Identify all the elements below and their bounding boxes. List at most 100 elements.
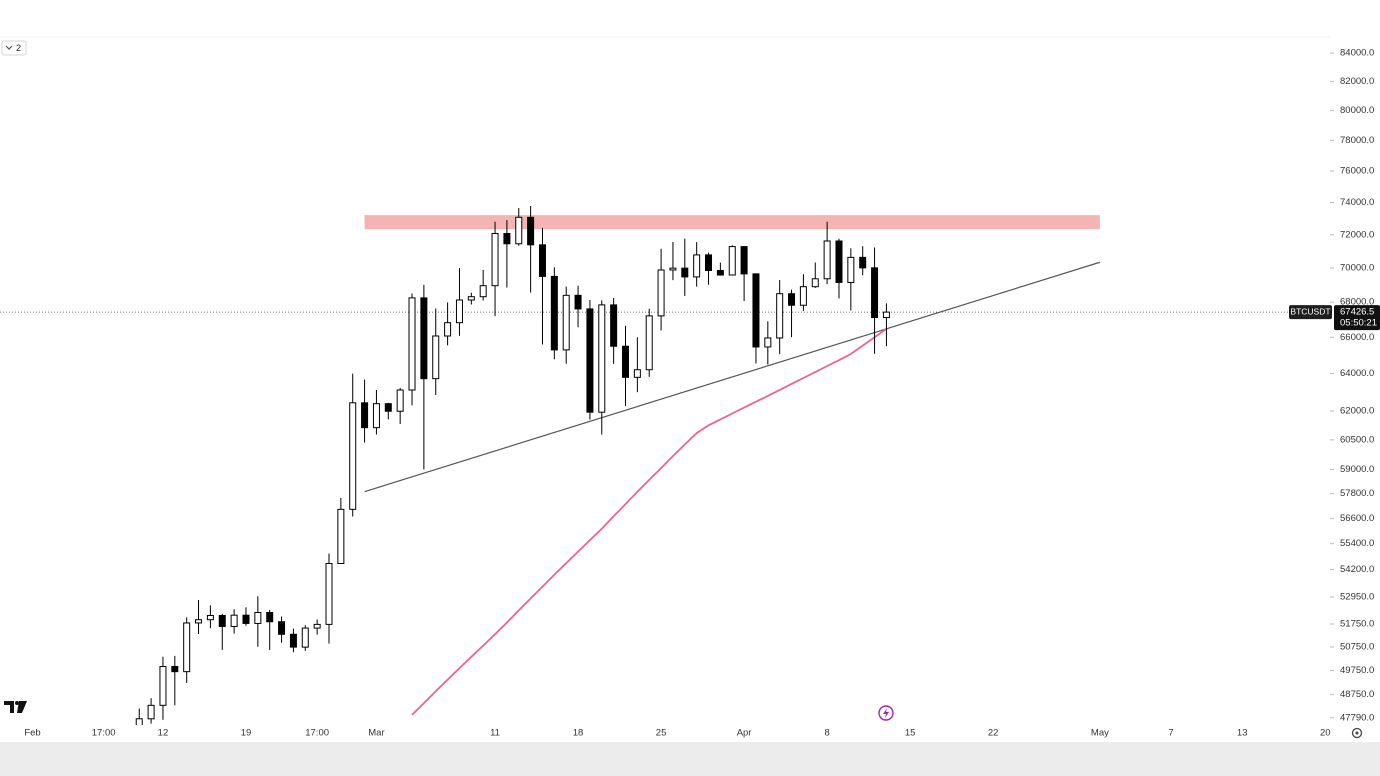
candle-body — [515, 216, 523, 245]
candle-body — [681, 267, 689, 278]
candle-body — [622, 345, 629, 378]
plot — [0, 206, 1330, 725]
candle-body — [337, 508, 345, 564]
y-tick-label: 76000.0 — [1340, 166, 1374, 177]
y-tick-label: 51750.0 — [1340, 619, 1374, 630]
candle-body — [479, 285, 487, 298]
candle-body — [633, 369, 641, 378]
y-tick-label: 72000.0 — [1340, 229, 1374, 240]
price-axis: 84000.0 82000.0 80000.0 78000.0 76000.0 74000… — [1330, 48, 1374, 723]
candle-body — [669, 267, 677, 271]
candle-body — [135, 718, 143, 725]
candle-body — [823, 240, 831, 280]
candle-body — [183, 622, 191, 673]
x-tick-label: 12 — [158, 728, 169, 739]
candle-body — [657, 269, 665, 317]
candle-body — [147, 704, 155, 720]
gear-center — [1355, 731, 1359, 735]
alert-icon[interactable] — [878, 705, 894, 721]
candle-body — [266, 611, 274, 623]
candle-body — [384, 403, 392, 412]
candle-body — [206, 615, 214, 621]
candle-body — [278, 621, 286, 635]
y-tick-label: 78000.0 — [1340, 135, 1374, 146]
x-tick-label: 17:00 — [92, 728, 116, 739]
y-tick-label: 70000.0 — [1340, 262, 1374, 273]
candle-body — [396, 389, 404, 412]
candle-body — [325, 562, 333, 625]
candle-body — [598, 304, 606, 413]
chevron — [5, 45, 13, 50]
logo-part — [17, 701, 27, 713]
candle-body — [159, 666, 167, 706]
y-tick-label: 80000.0 — [1340, 105, 1374, 116]
candle-body — [242, 614, 250, 624]
candle-body — [788, 293, 796, 306]
candle-body — [289, 633, 297, 648]
countdown-label: 05:50:21 — [1340, 318, 1377, 329]
indicator-toggle[interactable]: 2 — [1, 40, 27, 56]
candle-body — [610, 304, 618, 347]
candle-body — [716, 269, 724, 276]
candle-body — [847, 256, 855, 283]
alert-circle[interactable] — [878, 705, 894, 721]
candle-body — [432, 335, 440, 380]
x-tick-label: Apr — [737, 728, 752, 739]
candle-body — [776, 293, 784, 339]
gear[interactable] — [1351, 727, 1363, 739]
candle-body — [882, 311, 890, 319]
x-tick-label: 17:00 — [305, 728, 329, 739]
candle-body — [444, 322, 452, 337]
candle-body — [408, 297, 416, 391]
candle-body — [728, 246, 736, 276]
y-tick-label: 59000.0 — [1340, 464, 1374, 475]
candle-body — [645, 315, 653, 371]
candle-body — [254, 611, 262, 624]
x-tick-label: 15 — [905, 728, 916, 739]
x-tick-label: 11 — [490, 728, 500, 739]
x-tick-label: Mar — [368, 728, 384, 739]
candle-body — [586, 308, 594, 413]
candle-body — [218, 615, 226, 627]
candle-body — [195, 619, 203, 624]
symbol-tag — [1289, 305, 1332, 320]
candle-body — [550, 275, 558, 351]
alert-bolt — [883, 708, 889, 718]
x-tick-label: 19 — [241, 728, 252, 739]
y-tick-label: 57800.0 — [1340, 488, 1374, 499]
x-tick-label: 8 — [824, 728, 829, 739]
candle-body — [455, 299, 463, 324]
candle-body — [811, 278, 819, 288]
x-tick-label: 7 — [1168, 728, 1173, 739]
settings-icon[interactable] — [1351, 727, 1363, 739]
candle-body — [871, 267, 879, 319]
candle-body — [799, 286, 807, 306]
trend-line — [364, 261, 1101, 493]
y-tick-label: 62000.0 — [1340, 406, 1374, 417]
y-tick-label: 68000.0 — [1340, 297, 1374, 308]
candle-body — [491, 232, 499, 287]
y-tick-label: 49750.0 — [1340, 665, 1374, 676]
x-tick-label: 18 — [573, 728, 584, 739]
x-tick-label: 22 — [988, 728, 999, 739]
last-price-label: 67426.5 — [1340, 307, 1374, 318]
y-tick-label: 82000.0 — [1340, 76, 1374, 87]
candle-body — [562, 294, 570, 351]
moving-average — [411, 328, 887, 716]
price-tag — [1334, 305, 1380, 331]
candle-body — [467, 296, 475, 301]
candle-body — [538, 244, 546, 277]
x-tick-label: May — [1091, 728, 1109, 739]
y-tick-label: 60500.0 — [1340, 434, 1374, 445]
candle-body — [705, 254, 713, 271]
x-tick-label: Feb — [24, 728, 40, 739]
candle-body — [764, 337, 772, 348]
toggle-box[interactable] — [1, 40, 27, 56]
logo — [4, 701, 27, 713]
y-tick-label: 52950.0 — [1340, 591, 1374, 602]
y-tick-label: 48750.0 — [1340, 689, 1374, 700]
candle-body — [859, 256, 867, 269]
y-tick-label: 47790.0 — [1340, 712, 1374, 723]
